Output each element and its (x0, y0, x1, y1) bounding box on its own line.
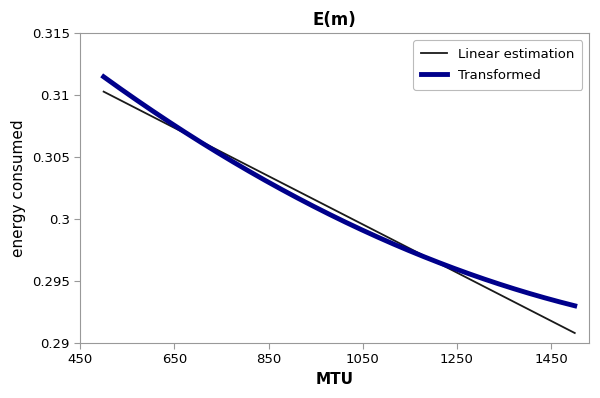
Transformed (326, 213, 334, 217)
Transformed (380, 238, 388, 242)
Linear estimation (326, 205, 334, 210)
Title: E(m): E(m) (313, 11, 356, 29)
Linear estimation (380, 233, 388, 238)
Linear estimation (355, 220, 362, 224)
Line: Linear estimation: Linear estimation (104, 92, 575, 333)
Y-axis label: energy consumed: energy consumed (11, 119, 26, 257)
Transformed (571, 303, 578, 308)
Transformed (324, 211, 331, 216)
Line: Transformed: Transformed (104, 77, 575, 306)
Transformed (355, 226, 362, 231)
Linear estimation (486, 287, 493, 292)
Linear estimation (571, 331, 578, 336)
Linear estimation (324, 204, 331, 209)
Transformed (560, 300, 567, 305)
Linear estimation (560, 325, 567, 330)
Transformed (100, 74, 107, 79)
Transformed (486, 279, 493, 283)
Legend: Linear estimation, Transformed: Linear estimation, Transformed (413, 40, 582, 90)
Linear estimation (100, 89, 107, 94)
X-axis label: MTU: MTU (316, 372, 353, 387)
